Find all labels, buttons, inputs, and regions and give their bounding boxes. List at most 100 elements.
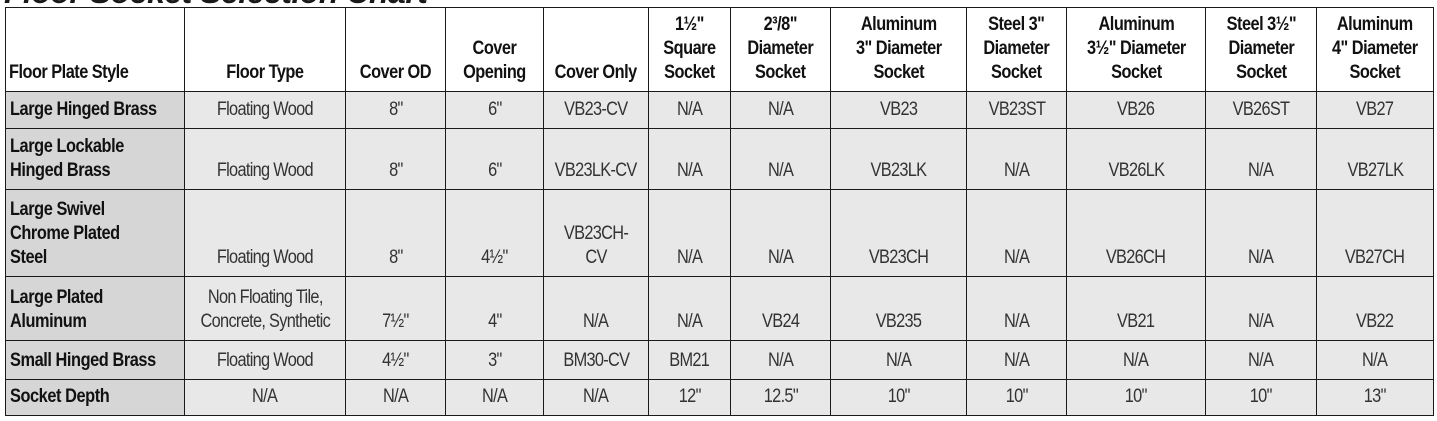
table-cell: VB21 xyxy=(1066,276,1206,341)
table-cell: N/A xyxy=(730,189,831,277)
column-header: Cover Opening xyxy=(445,7,544,92)
table-row: Large Plated Aluminum Non Floating Tile, … xyxy=(5,276,1434,341)
cell-text: VB26CH xyxy=(1106,247,1166,268)
table-cell: N/A xyxy=(1205,189,1317,277)
cell-text: Floating Wood xyxy=(216,247,314,268)
row-label: Small Hinged Brass xyxy=(5,340,185,380)
cell-text: 10" xyxy=(1250,386,1273,407)
column-header: Cover OD xyxy=(345,7,446,92)
cell-text: 3" xyxy=(487,350,502,371)
cell-text: N/A xyxy=(767,247,794,268)
column-header: Cover Only xyxy=(543,7,649,92)
table-cell: 8" xyxy=(345,189,446,277)
cell-text: Large Lockable Hinged Brass xyxy=(10,136,124,181)
table-cell: 10" xyxy=(966,379,1067,416)
table-cell: 10" xyxy=(830,379,967,416)
cell-text: BM21 xyxy=(669,350,711,371)
cell-text: VB26 xyxy=(1117,99,1155,120)
cell-text: Large Swivel Chrome Plated Steel xyxy=(10,199,120,268)
cell-text: Socket Depth xyxy=(10,386,110,407)
cell-text: VB23 xyxy=(879,99,918,120)
table-cell: Floating Wood xyxy=(184,128,346,190)
cell-text: Small Hinged Brass xyxy=(10,350,156,371)
table-cell: N/A xyxy=(1205,340,1317,380)
table-cell: BM21 xyxy=(648,340,731,380)
table-cell: 12.5" xyxy=(730,379,831,416)
cell-text: 4½" xyxy=(382,350,409,371)
column-header: Aluminum 4" Diameter Socket xyxy=(1316,7,1434,92)
cell-text: VB26ST xyxy=(1232,99,1290,120)
chart-title: Floor Socket Selection Chart xyxy=(4,0,428,11)
column-header: 1½" Square Socket xyxy=(648,7,731,92)
cell-text: N/A xyxy=(676,160,703,181)
column-header-label: Steel 3" Diameter Socket xyxy=(983,14,1050,83)
cell-text: VB23LK-CV xyxy=(555,160,638,181)
table-row: Socket Depth N/A N/A N/A N/A 12" 12.5" 10" 10" 10… xyxy=(5,379,1434,416)
cell-text: 10" xyxy=(1125,386,1148,407)
cell-text: N/A xyxy=(1003,247,1030,268)
table-cell: N/A xyxy=(445,379,544,416)
row-label: Large Swivel Chrome Plated Steel xyxy=(5,189,185,277)
cell-text: N/A xyxy=(252,386,278,407)
column-header-label: 2³/8" Diameter Socket xyxy=(747,14,814,83)
cell-text: VB21 xyxy=(1117,311,1155,332)
table-cell: 4½" xyxy=(445,189,544,277)
column-header-label: Steel 3½" Diameter Socket xyxy=(1226,14,1296,83)
table-cell: 7½" xyxy=(345,276,446,341)
table-cell: VB23CH xyxy=(830,189,967,277)
cell-text: VB23-CV xyxy=(564,99,628,120)
table-cell: 3" xyxy=(445,340,544,380)
table-cell: N/A xyxy=(543,276,649,341)
table-cell: 8" xyxy=(345,91,446,129)
cell-text: N/A xyxy=(1248,311,1274,332)
cell-text: 7½" xyxy=(382,311,409,332)
cell-text: N/A xyxy=(1248,160,1274,181)
table-cell: VB23ST xyxy=(966,91,1067,129)
column-header-label: Cover Only xyxy=(554,62,638,83)
table-cell: VB23LK-CV xyxy=(543,128,649,190)
table-cell: BM30-CV xyxy=(543,340,649,380)
cell-text: VB23CH xyxy=(868,247,929,268)
cell-text: Floating Wood xyxy=(216,350,314,371)
table-cell: 13" xyxy=(1316,379,1434,416)
table-cell: VB26 xyxy=(1066,91,1206,129)
cell-text: N/A xyxy=(885,350,912,371)
cell-text: Floating Wood xyxy=(216,160,314,181)
cell-text: N/A xyxy=(676,99,703,120)
table-cell: VB24 xyxy=(730,276,831,341)
table-cell: N/A xyxy=(1205,276,1317,341)
table-cell: VB27LK xyxy=(1316,128,1434,190)
cell-text: 4" xyxy=(487,311,502,332)
table-cell: N/A xyxy=(966,340,1067,380)
column-header: Aluminum 3" Diameter Socket xyxy=(830,7,967,92)
cell-text: 10" xyxy=(887,386,911,407)
row-label: Large Lockable Hinged Brass xyxy=(5,128,185,190)
cell-text: VB22 xyxy=(1356,311,1394,332)
table-cell: N/A xyxy=(184,379,346,416)
row-label: Socket Depth xyxy=(5,379,185,416)
column-header-label: Aluminum 4" Diameter Socket xyxy=(1332,14,1418,83)
table-cell: N/A xyxy=(648,189,731,277)
table-cell: 10" xyxy=(1205,379,1317,416)
cell-text: VB27LK xyxy=(1347,160,1404,181)
cell-text: N/A xyxy=(767,99,794,120)
column-header: Steel 3" Diameter Socket xyxy=(966,7,1067,92)
table-cell: VB26CH xyxy=(1066,189,1206,277)
cell-text: N/A xyxy=(1003,311,1030,332)
table-cell: N/A xyxy=(543,379,649,416)
table-cell: N/A xyxy=(1205,128,1317,190)
cell-text: 8" xyxy=(388,99,403,120)
cell-text: N/A xyxy=(1362,350,1388,371)
table-cell: VB26LK xyxy=(1066,128,1206,190)
column-header: Floor Type xyxy=(184,7,346,92)
cell-text: 6" xyxy=(487,99,502,120)
table-cell: VB22 xyxy=(1316,276,1434,341)
column-header-label: Floor Type xyxy=(226,62,304,83)
cell-text: N/A xyxy=(481,386,508,407)
cell-text: N/A xyxy=(583,386,609,407)
cell-text: VB235 xyxy=(875,311,922,332)
cell-text: VB27 xyxy=(1356,99,1394,120)
table-cell: 10" xyxy=(1066,379,1206,416)
cell-text: N/A xyxy=(382,386,409,407)
cell-text: N/A xyxy=(1003,350,1030,371)
